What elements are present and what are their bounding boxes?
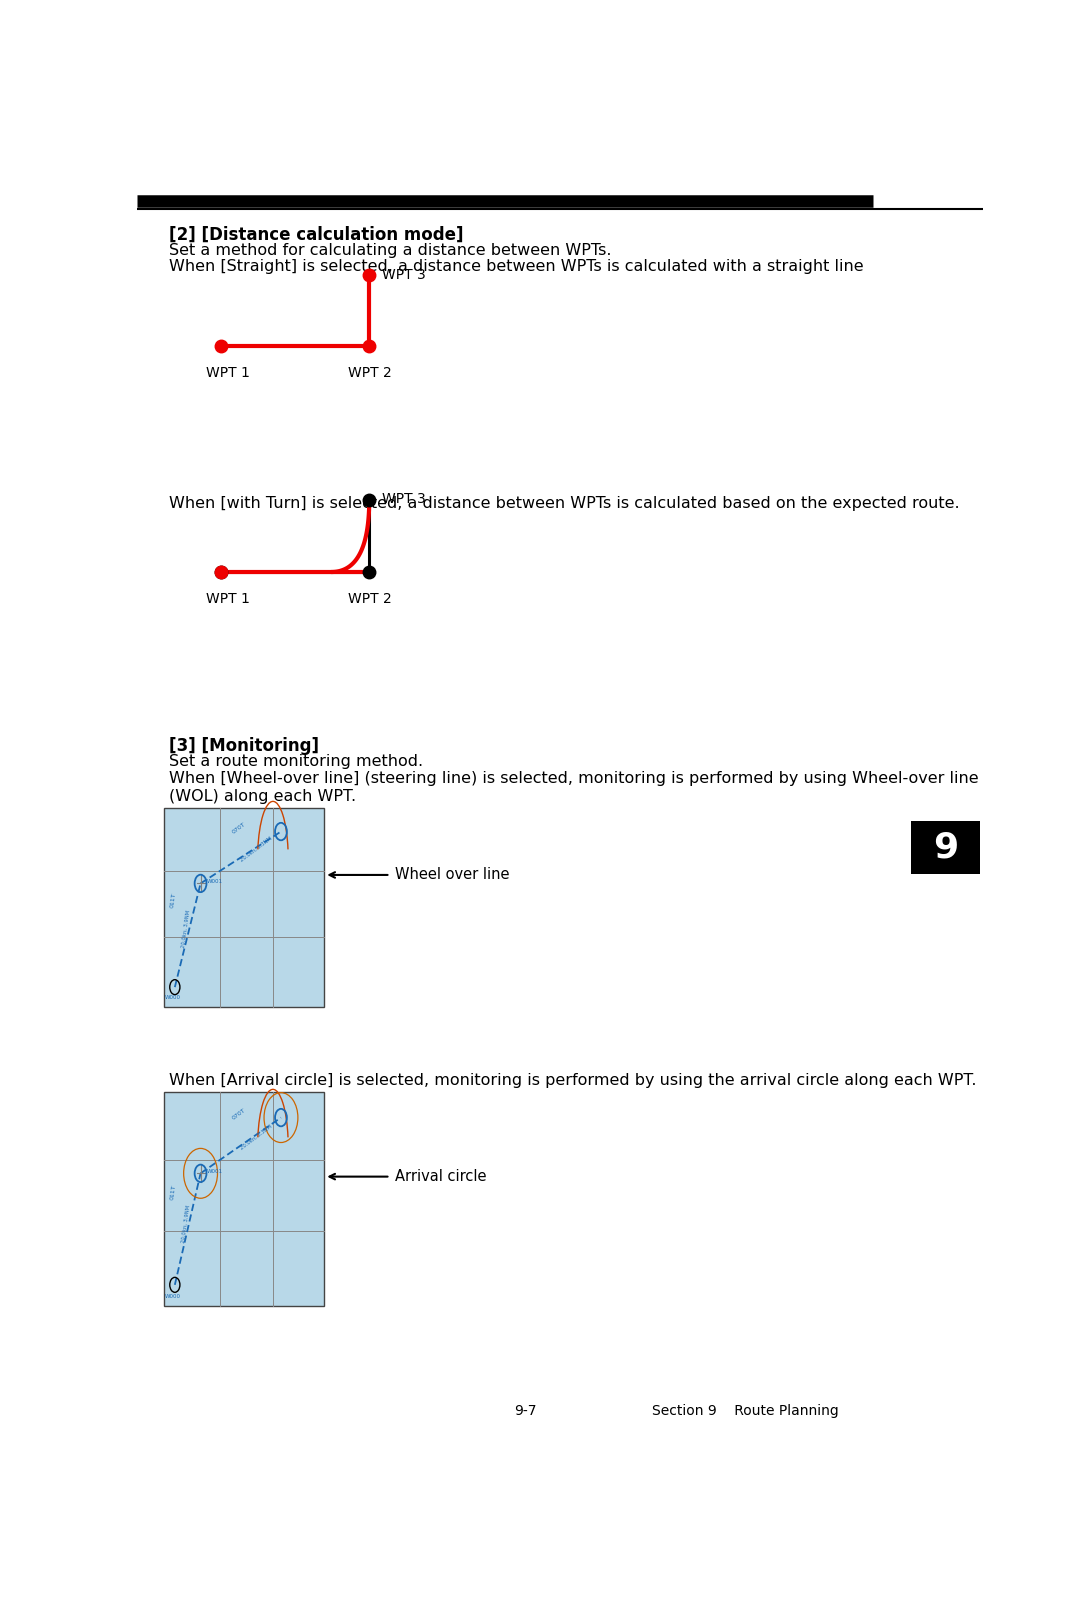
Text: When [Straight] is selected, a distance between WPTs is calculated with a straig: When [Straight] is selected, a distance …	[168, 259, 864, 274]
Text: 9-7: 9-7	[514, 1404, 537, 1418]
Text: WPT 2: WPT 2	[348, 593, 392, 606]
Text: When [with Turn] is selected, a distance between WPTs is calculated based on the: When [with Turn] is selected, a distance…	[168, 495, 959, 512]
Text: 20.0kn, 3.3NM: 20.0kn, 3.3NM	[239, 1124, 273, 1151]
FancyBboxPatch shape	[911, 821, 981, 874]
Text: WPT 3: WPT 3	[382, 267, 426, 282]
Text: When [Arrival circle] is selected, monitoring is performed by using the arrival : When [Arrival circle] is selected, monit…	[168, 1073, 976, 1088]
Text: 011T: 011T	[170, 1183, 177, 1200]
Text: 070T: 070T	[232, 821, 247, 834]
Text: WPT 2: WPT 2	[348, 366, 392, 380]
Text: [3] [Monitoring]: [3] [Monitoring]	[168, 737, 319, 754]
Text: Set a method for calculating a distance between WPTs.: Set a method for calculating a distance …	[168, 243, 612, 257]
Text: 20.0kn, 3.9NM: 20.0kn, 3.9NM	[181, 1205, 191, 1243]
Text: [2] [Distance calculation mode]: [2] [Distance calculation mode]	[168, 225, 463, 243]
Text: 9: 9	[933, 831, 958, 865]
FancyBboxPatch shape	[164, 808, 324, 1007]
Text: W001: W001	[207, 1169, 223, 1174]
Text: W001: W001	[207, 879, 223, 884]
Text: When [Wheel-over line] (steering line) is selected, monitoring is performed by u: When [Wheel-over line] (steering line) i…	[168, 772, 978, 787]
Text: W000: W000	[165, 1294, 181, 1298]
Text: (WOL) along each WPT.: (WOL) along each WPT.	[168, 788, 356, 805]
Text: Wheel over line: Wheel over line	[394, 868, 509, 882]
Text: 011T: 011T	[170, 892, 177, 908]
Text: WPT 1: WPT 1	[206, 366, 250, 380]
Text: 070T: 070T	[232, 1107, 247, 1120]
Text: W000: W000	[165, 996, 181, 1001]
Text: Arrival circle: Arrival circle	[394, 1169, 486, 1183]
Text: Set a route monitoring method.: Set a route monitoring method.	[168, 754, 423, 769]
Text: 20.0kn, 3.9NM: 20.0kn, 3.9NM	[181, 910, 191, 949]
Text: WPT 3: WPT 3	[382, 492, 426, 507]
Text: 20.0kn, 3.3NM: 20.0kn, 3.3NM	[239, 835, 273, 863]
Text: Section 9    Route Planning: Section 9 Route Planning	[652, 1404, 840, 1418]
Text: WPT 1: WPT 1	[206, 593, 250, 606]
FancyBboxPatch shape	[164, 1091, 324, 1307]
